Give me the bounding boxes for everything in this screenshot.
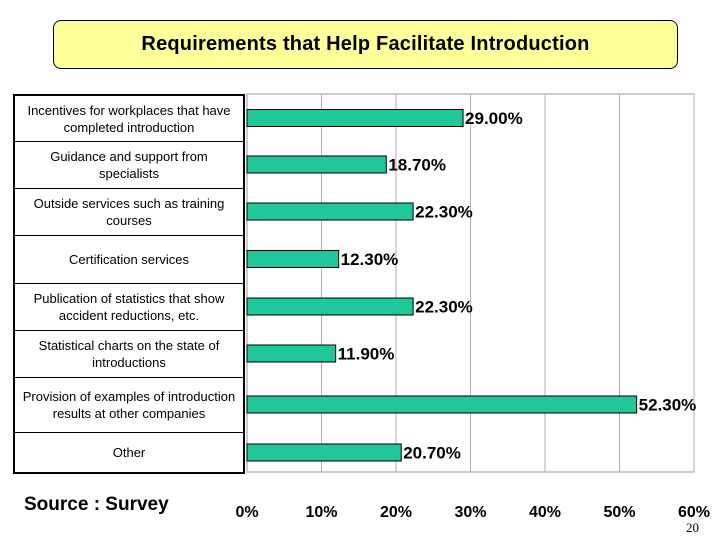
- bar-value-label: 22.30%: [415, 298, 473, 317]
- bar-value-label: 18.70%: [388, 156, 446, 175]
- bar: [246, 155, 387, 174]
- bar: [246, 297, 414, 316]
- x-tick-label: 50%: [603, 504, 635, 521]
- x-tick-label: 20%: [380, 504, 412, 521]
- category-label: Publication of statistics that show acci…: [15, 284, 243, 331]
- category-label-panel: Incentives for workplaces that have comp…: [13, 94, 245, 474]
- x-tick-label: 40%: [529, 504, 561, 521]
- bar-value-label: 12.30%: [341, 250, 399, 269]
- bar-value-label: 52.30%: [639, 396, 697, 415]
- x-axis-ticks: 0% 10% 20% 30% 40% 50% 60%: [235, 504, 710, 521]
- source-note: Source : Survey: [24, 494, 169, 515]
- bar-value-label: 29.00%: [465, 109, 523, 128]
- bar: [246, 109, 464, 127]
- chart-title-box: Requirements that Help Facilitate Introd…: [53, 20, 678, 69]
- bar: [246, 344, 337, 363]
- bar: [246, 443, 402, 462]
- category-label: Provision of examples of introduction re…: [15, 378, 243, 433]
- x-tick-label: 30%: [454, 504, 486, 521]
- bar: [246, 250, 340, 268]
- bar: [246, 395, 638, 414]
- x-tick-label: 10%: [305, 504, 337, 521]
- category-label: Other: [112, 445, 146, 460]
- bar-series: [246, 109, 638, 462]
- value-labels: 29.00% 18.70% 22.30% 12.30% 22.30% 11.90% 52.3…: [338, 109, 697, 463]
- x-tick-label: 60%: [678, 504, 710, 521]
- category-label: Statistical charts on the state of intro…: [15, 331, 243, 378]
- bar: [246, 202, 414, 221]
- bar-value-label: 20.70%: [403, 444, 461, 463]
- x-tick-label: 0%: [235, 504, 258, 521]
- bar-value-label: 22.30%: [415, 203, 473, 222]
- category-label: Certification services: [15, 236, 243, 284]
- category-label: Guidance and support from specialists: [15, 142, 243, 189]
- chart-title: Requirements that Help Facilitate Introd…: [141, 33, 590, 55]
- category-label: Incentives for workplaces that have comp…: [15, 96, 243, 142]
- category-label: Outside services such as training course…: [15, 189, 243, 236]
- bar-value-label: 11.90%: [338, 345, 395, 364]
- page-number: 20: [686, 520, 699, 535]
